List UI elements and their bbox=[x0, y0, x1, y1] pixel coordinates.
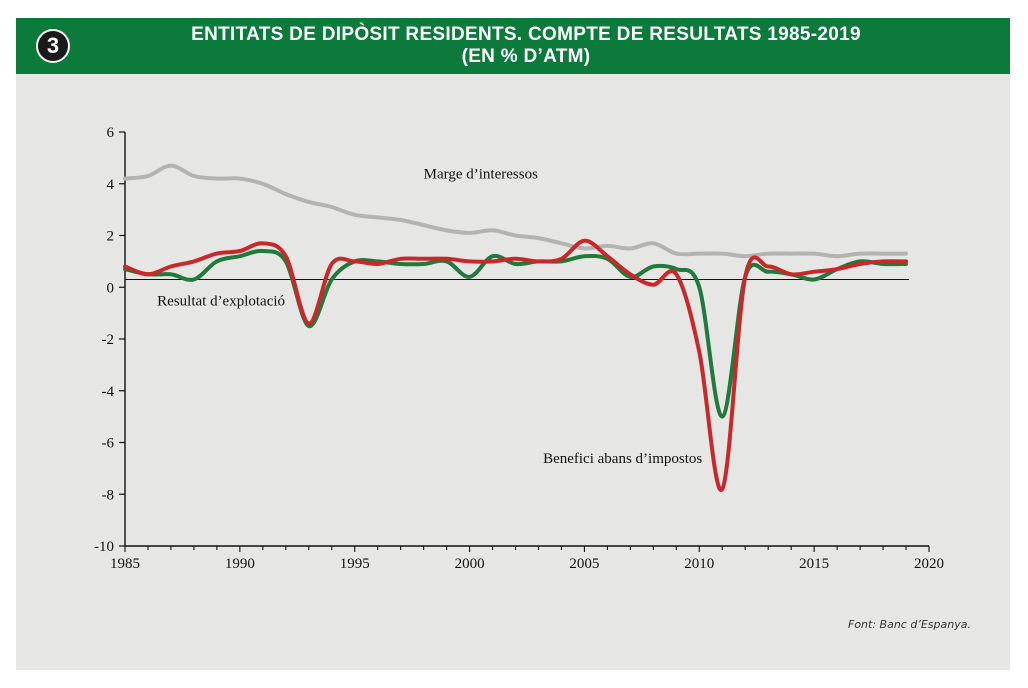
marge-line bbox=[123, 163, 908, 259]
y-tick-label: 6 bbox=[107, 125, 115, 141]
x-tick-label: 2000 bbox=[455, 556, 485, 572]
x-tick-label: 1985 bbox=[110, 556, 140, 572]
x-tick-label: 1990 bbox=[225, 556, 255, 572]
x-tick-label: 2015 bbox=[799, 556, 829, 572]
y-tick-label: -8 bbox=[102, 487, 115, 503]
chart-title: ENTITATS DE DIPÒSIT RESIDENTS. COMPTE DE… bbox=[106, 24, 946, 68]
chart-frame: 3 ENTITATS DE DIPÒSIT RESIDENTS. COMPTE … bbox=[16, 18, 1010, 670]
chart-title-line-1: ENTITATS DE DIPÒSIT RESIDENTS. COMPTE DE… bbox=[191, 24, 861, 45]
title-bar: 3 ENTITATS DE DIPÒSIT RESIDENTS. COMPTE … bbox=[16, 18, 1010, 74]
chart-number-badge: 3 bbox=[36, 29, 70, 63]
y-tick-label: 2 bbox=[107, 229, 115, 245]
benefici-annotation: Benefici abans d’impostos bbox=[543, 451, 702, 467]
y-tick-label: -2 bbox=[102, 332, 115, 348]
resultat-line bbox=[123, 248, 908, 419]
series-lines bbox=[123, 163, 908, 492]
source-note: Font: Banc d’Espanya. bbox=[848, 618, 971, 631]
x-tick-label: 1995 bbox=[340, 556, 370, 572]
x-tick-label: 2020 bbox=[914, 556, 944, 572]
y-tick-label: -10 bbox=[94, 539, 114, 555]
annotations: Marge d’interessos Resultat d’explotació B… bbox=[157, 167, 702, 468]
marge-annotation: Marge d’interessos bbox=[424, 167, 538, 183]
resultat-annotation: Resultat d’explotació bbox=[157, 293, 285, 309]
x-tick-label: 2005 bbox=[569, 556, 599, 572]
y-tick-label: -6 bbox=[102, 436, 115, 452]
y-tick-label: 0 bbox=[107, 280, 115, 296]
y-tick-label: 4 bbox=[107, 177, 115, 193]
chart-title-line-2: (EN % D’ATM) bbox=[461, 46, 591, 67]
y-tick-label: -4 bbox=[102, 384, 115, 400]
x-tick-label: 2010 bbox=[684, 556, 714, 572]
benefici-line bbox=[123, 238, 908, 492]
